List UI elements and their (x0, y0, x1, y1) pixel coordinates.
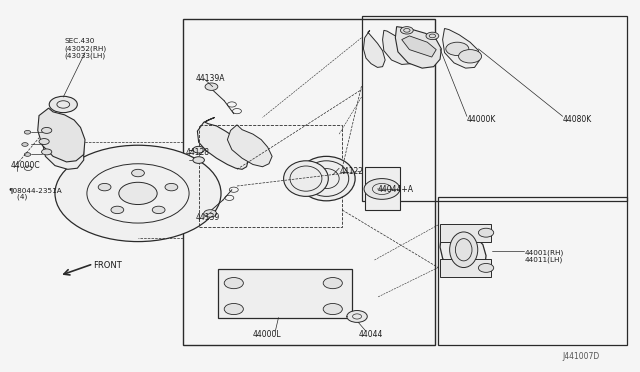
Polygon shape (440, 225, 486, 276)
Text: 44139A: 44139A (195, 74, 225, 83)
Circle shape (24, 153, 31, 156)
Bar (362, 16, 627, 201)
Circle shape (446, 42, 468, 55)
Text: 44000C: 44000C (10, 161, 40, 170)
Polygon shape (402, 36, 436, 57)
Bar (218, 269, 352, 318)
Text: 44000K: 44000K (467, 115, 496, 124)
Circle shape (323, 304, 342, 315)
Circle shape (152, 206, 165, 214)
Text: 44122: 44122 (339, 167, 363, 176)
Circle shape (205, 83, 218, 90)
Circle shape (49, 96, 77, 113)
Ellipse shape (450, 232, 477, 267)
Circle shape (22, 142, 28, 146)
Bar (182, 19, 435, 345)
Circle shape (478, 263, 493, 272)
Circle shape (459, 49, 481, 63)
Circle shape (426, 32, 439, 39)
Circle shape (204, 210, 216, 217)
Text: FRONT: FRONT (93, 261, 122, 270)
Text: 44001(RH)
44011(LH): 44001(RH) 44011(LH) (524, 249, 564, 263)
Circle shape (323, 278, 342, 289)
Bar (440, 259, 491, 277)
Circle shape (42, 149, 52, 155)
Text: 44139: 44139 (195, 213, 220, 222)
Circle shape (119, 182, 157, 205)
Circle shape (364, 179, 400, 199)
Polygon shape (197, 118, 248, 169)
Bar (365, 167, 400, 210)
Circle shape (98, 183, 111, 191)
Polygon shape (396, 27, 442, 68)
Circle shape (24, 131, 31, 134)
Polygon shape (443, 29, 479, 68)
Circle shape (401, 27, 413, 34)
Circle shape (224, 304, 243, 315)
Polygon shape (227, 125, 272, 167)
Bar (438, 197, 627, 345)
Circle shape (42, 128, 52, 134)
Text: J441007D: J441007D (563, 352, 600, 361)
Text: 44080K: 44080K (563, 115, 592, 124)
Circle shape (132, 169, 145, 177)
Circle shape (478, 228, 493, 237)
Polygon shape (364, 31, 385, 67)
Ellipse shape (284, 161, 328, 196)
Bar (440, 224, 491, 241)
Ellipse shape (298, 156, 355, 201)
Text: 44044: 44044 (358, 330, 383, 340)
Text: SEC.430
(43052(RH)
(43033(LH): SEC.430 (43052(RH) (43033(LH) (65, 38, 107, 60)
Text: ¶08044-2351A
    (4): ¶08044-2351A (4) (8, 187, 62, 200)
Polygon shape (38, 108, 85, 162)
Text: 44000L: 44000L (253, 330, 282, 340)
Polygon shape (42, 119, 84, 169)
Circle shape (55, 145, 221, 241)
Circle shape (224, 278, 243, 289)
Circle shape (193, 146, 204, 153)
Circle shape (165, 183, 178, 191)
Circle shape (347, 311, 367, 323)
Circle shape (193, 157, 204, 163)
Circle shape (111, 206, 124, 214)
Circle shape (39, 138, 49, 144)
Polygon shape (383, 31, 416, 64)
Text: 44044+A: 44044+A (378, 185, 413, 194)
Text: 44128: 44128 (186, 148, 210, 157)
Bar (198, 125, 342, 227)
